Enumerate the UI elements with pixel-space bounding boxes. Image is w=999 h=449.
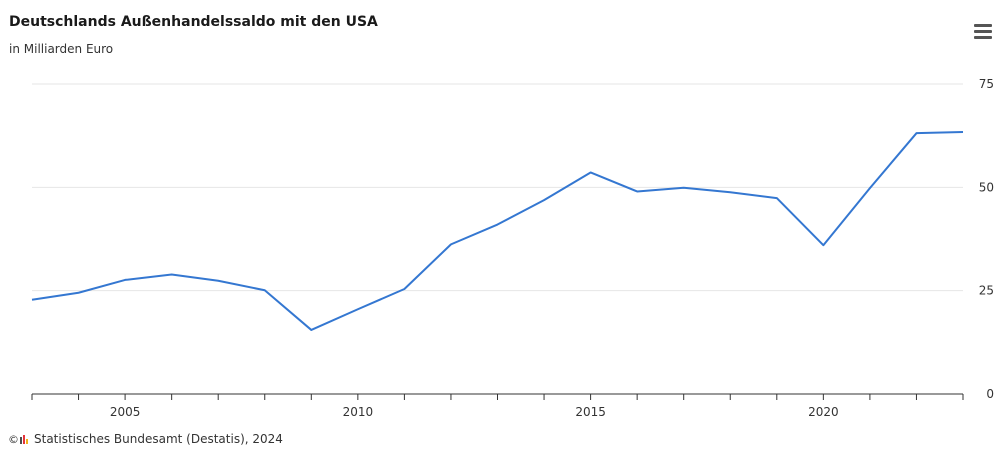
data-point[interactable]: [910, 127, 922, 139]
series-line: [31, 130, 964, 331]
x-axis: 2005 2010 2015 2020: [31, 393, 964, 419]
y-axis: 0 25 50 75: [979, 77, 994, 401]
destatis-logo-icon: [20, 434, 30, 444]
data-point[interactable]: [352, 303, 364, 315]
series-group: [26, 126, 969, 336]
data-point[interactable]: [817, 239, 829, 251]
data-point[interactable]: [585, 166, 597, 178]
y-tick-label: 50: [979, 180, 994, 194]
x-tick-label: 2010: [343, 405, 374, 419]
data-point[interactable]: [445, 238, 457, 250]
y-tick-label: 75: [979, 77, 994, 91]
data-point[interactable]: [538, 194, 550, 206]
y-tick-label: 25: [979, 284, 994, 298]
data-point[interactable]: [166, 269, 178, 281]
data-point[interactable]: [724, 186, 736, 198]
x-tick-label: 2015: [575, 405, 606, 419]
data-point[interactable]: [398, 283, 410, 295]
source-text: Statistisches Bundesamt (Destatis), 2024: [34, 432, 283, 446]
data-point[interactable]: [73, 287, 85, 299]
data-point[interactable]: [678, 182, 690, 194]
copyright-symbol: ©: [8, 432, 19, 446]
hamburger-menu-icon[interactable]: [974, 24, 992, 40]
grid-lines: [32, 83, 963, 292]
x-tick-label: 2005: [110, 405, 141, 419]
data-point[interactable]: [771, 192, 783, 204]
y-tick-label: 0: [986, 387, 994, 401]
data-point[interactable]: [212, 275, 224, 287]
chart-subtitle: in Milliarden Euro: [9, 42, 114, 56]
chart-title: Deutschlands Außenhandelssaldo mit den U…: [9, 14, 378, 30]
data-point[interactable]: [957, 126, 969, 138]
data-point[interactable]: [864, 182, 876, 194]
data-point[interactable]: [259, 284, 271, 296]
data-point[interactable]: [26, 294, 38, 306]
x-tick-label: 2020: [808, 405, 839, 419]
data-point[interactable]: [119, 274, 131, 286]
data-point[interactable]: [631, 185, 643, 197]
data-point[interactable]: [305, 324, 317, 336]
data-point[interactable]: [492, 219, 504, 231]
source-credit: © Statistisches Bundesamt (Destatis), 20…: [8, 432, 283, 446]
